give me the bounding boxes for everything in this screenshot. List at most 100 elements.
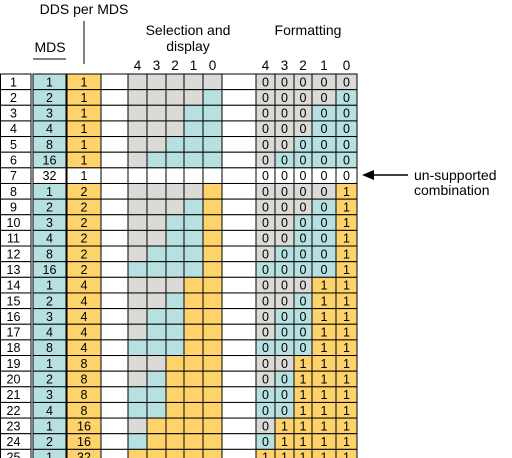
formatting-bit-value: 0 <box>300 310 307 324</box>
blank-cell <box>100 104 129 122</box>
selection-cell <box>165 89 185 106</box>
formatting-bit-value: 1 <box>300 388 307 402</box>
dds-value: 16 <box>77 419 91 433</box>
formatting-bit-value: 1 <box>321 279 328 293</box>
selection-cell <box>183 136 204 153</box>
mds-value: 1 <box>46 75 53 89</box>
formatting-bit-value: 1 <box>321 388 328 402</box>
selection-cell <box>202 214 223 231</box>
selection-cell <box>127 417 148 435</box>
blank-cell <box>100 151 129 169</box>
selection-cell <box>165 261 185 278</box>
formatting-bit-value: 1 <box>321 435 328 449</box>
formatting-bit-value: 0 <box>281 404 288 418</box>
formatting-bit-value: 0 <box>281 247 288 261</box>
blank-cell <box>100 433 129 450</box>
selection-cell <box>165 276 185 294</box>
formatting-bit-value: 0 <box>300 107 307 121</box>
selection-cell <box>202 292 223 310</box>
formatting-bit-value: 0 <box>321 216 328 230</box>
selection-cell <box>202 73 223 91</box>
formatting-bit-value: 0 <box>262 435 269 449</box>
formatting-bit-value: 0 <box>300 200 307 214</box>
formatting-bit-value: 1 <box>300 372 307 386</box>
selection-cell <box>146 182 167 200</box>
formatting-bit-value: 0 <box>281 372 288 386</box>
gap-cell <box>221 417 257 435</box>
selection-cell <box>146 151 167 169</box>
selection-cell <box>202 167 223 184</box>
row-number: 8 <box>10 185 17 199</box>
dds-value: 1 <box>81 138 88 152</box>
blank-cell <box>100 89 129 106</box>
selection-cell <box>127 167 148 184</box>
dds-value: 4 <box>81 310 88 324</box>
gap-cell <box>221 401 257 419</box>
formatting-bit-value: 0 <box>343 75 350 89</box>
mds-cell <box>32 448 67 458</box>
formatting-bit-value: 0 <box>281 388 288 402</box>
selection-cell <box>202 104 223 122</box>
selection-cell <box>202 89 223 106</box>
selection-cell <box>165 120 185 138</box>
formatting-bit-value: 1 <box>300 435 307 449</box>
row-number: 9 <box>10 200 17 214</box>
formatting-bit-value: 1 <box>343 185 350 199</box>
formatting-bit-value: 0 <box>343 122 350 136</box>
header-selection-line1: Selection and <box>146 22 231 38</box>
selection-cell <box>146 229 167 247</box>
formatting-bit-value: 0 <box>262 247 269 261</box>
formatting-bit-value: 0 <box>343 91 350 105</box>
formatting-bit-value: 0 <box>262 294 269 308</box>
formatting-bit-value: 0 <box>321 122 328 136</box>
formatting-bit-value: 0 <box>321 200 328 214</box>
selection-cell <box>127 370 148 388</box>
selection-cell <box>202 136 223 153</box>
selection-cell <box>202 276 223 294</box>
formatting-bit-value: 0 <box>262 169 269 183</box>
formatting-bit-value: 0 <box>281 75 288 89</box>
formatting-bit-value: 0 <box>281 294 288 308</box>
formatting-bit-value: 0 <box>262 185 269 199</box>
dds-value: 2 <box>81 185 88 199</box>
selection-cell <box>183 339 204 357</box>
selection-cell <box>165 214 185 231</box>
gap-cell <box>221 245 257 263</box>
selection-cell <box>202 229 223 247</box>
selection-cell <box>127 245 148 263</box>
selection-cell <box>127 386 148 403</box>
formatting-bit-value: 0 <box>321 154 328 168</box>
gap-cell <box>221 73 257 91</box>
row-number: 19 <box>7 357 21 371</box>
mds-value: 32 <box>43 169 57 183</box>
selection-cell <box>183 214 204 231</box>
formatting-bit-value: 0 <box>321 75 328 89</box>
formatting-bit-label: 3 <box>281 58 289 73</box>
gap-cell <box>221 151 257 169</box>
mds-value: 2 <box>46 435 53 449</box>
formatting-bit-value: 0 <box>281 122 288 136</box>
row-number: 11 <box>7 232 20 246</box>
selection-cell <box>202 323 223 341</box>
selection-cell <box>146 167 167 184</box>
formatting-bit-value: 0 <box>300 294 307 308</box>
selection-cell <box>183 229 204 247</box>
dds-value: 8 <box>81 388 88 402</box>
formatting-bit-value: 1 <box>343 263 350 277</box>
selection-cell <box>127 433 148 450</box>
selection-cell <box>183 245 204 263</box>
selection-bit-label: 1 <box>190 58 198 73</box>
mds-value: 4 <box>46 326 53 340</box>
arrow-left-icon <box>362 170 374 180</box>
selection-cell <box>202 198 223 216</box>
row-number: 3 <box>10 107 17 121</box>
formatting-bit-value: 0 <box>300 341 307 355</box>
row-number-cell <box>0 448 32 458</box>
formatting-bit-value: 1 <box>321 419 328 433</box>
dds-value: 8 <box>81 372 88 386</box>
selection-cell <box>183 308 204 325</box>
formatting-bit-value: 1 <box>343 435 350 449</box>
row-number: 6 <box>10 154 17 168</box>
selection-cell <box>165 73 185 91</box>
selection-cell <box>183 433 204 450</box>
